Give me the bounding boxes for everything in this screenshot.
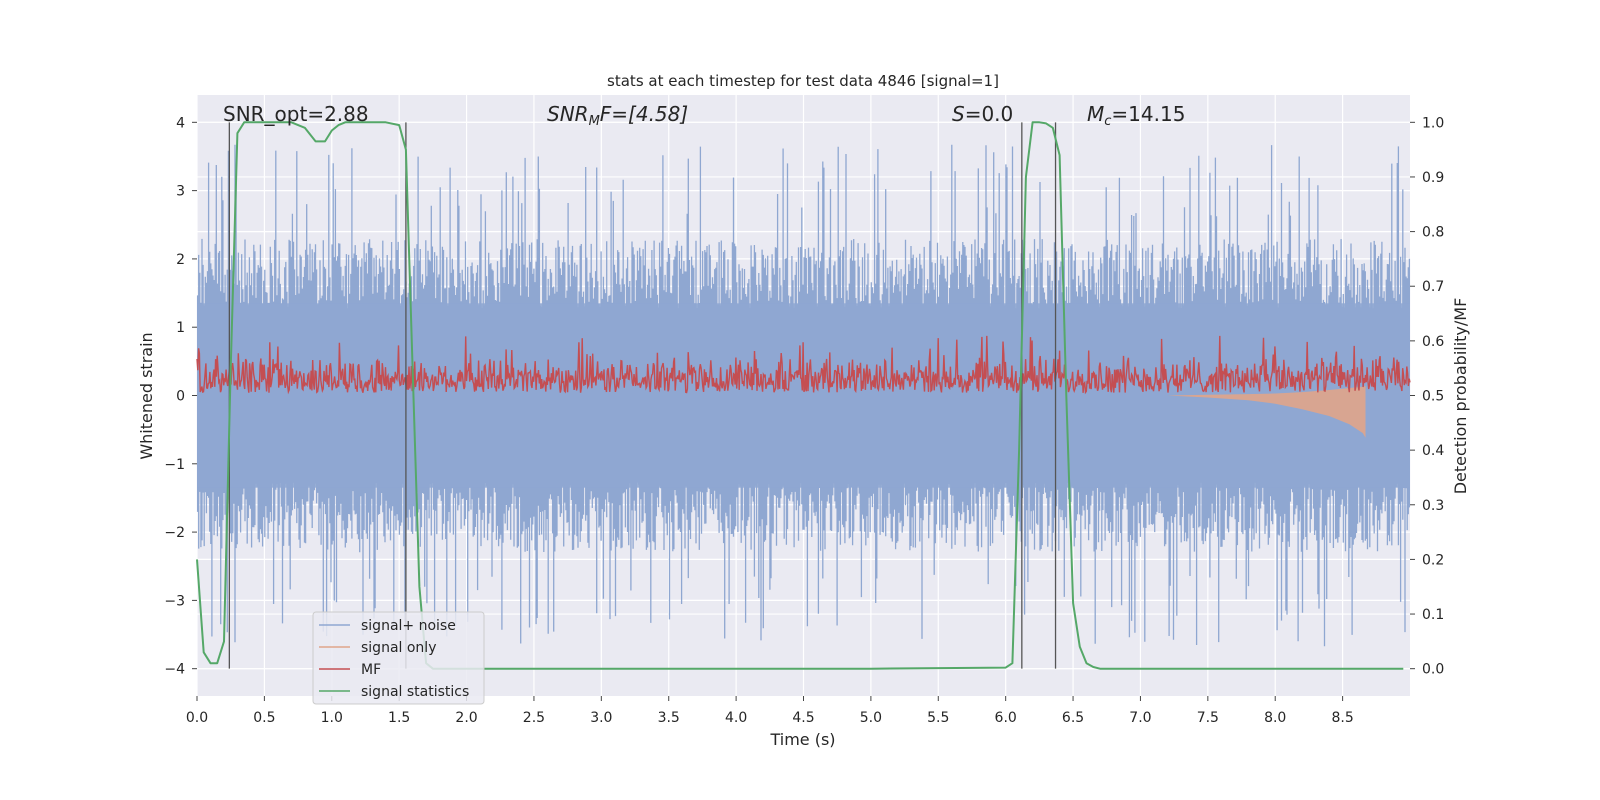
y-right-tick-label: 0.4 bbox=[1422, 443, 1444, 459]
y-left-tick-label: 3 bbox=[176, 184, 185, 200]
annotation-snr-mf-symbol: SNR bbox=[547, 102, 589, 126]
y-left-tick-labels: 4 3 2 1 0 −1 −2 −3 −4 bbox=[164, 115, 197, 678]
y-right-tick-label: 0.2 bbox=[1422, 552, 1444, 568]
annotation-snr-mf-value: F=[4.58] bbox=[600, 102, 688, 126]
x-tick-label: 8.5 bbox=[1331, 710, 1353, 726]
y-right-tick-label: 0.6 bbox=[1422, 334, 1444, 350]
annotation-mc-subscript: c bbox=[1104, 114, 1111, 129]
x-tick-label: 2.0 bbox=[455, 710, 477, 726]
y-left-tick-label: 1 bbox=[176, 320, 185, 336]
y-left-tick-label: −3 bbox=[164, 593, 185, 609]
mf-series bbox=[196, 335, 1411, 395]
chart-title: stats at each timestep for test data 484… bbox=[607, 72, 999, 90]
annotation-s: S=0.0 bbox=[952, 102, 1013, 126]
y-right-tick-labels: 1.0 0.9 0.8 0.7 0.6 0.5 0.4 0.3 0.2 0.1 0.0 bbox=[1410, 115, 1444, 678]
annotation-snr-opt: SNR_opt=2.88 bbox=[223, 102, 369, 126]
y-left-tick-label: −4 bbox=[164, 662, 185, 678]
signal-only-series bbox=[1167, 385, 1366, 438]
x-tick-label: 1.5 bbox=[388, 710, 410, 726]
x-tick-label: 4.5 bbox=[792, 710, 814, 726]
y-right-tick-label: 0.8 bbox=[1422, 225, 1444, 241]
x-tick-label: 2.5 bbox=[523, 710, 545, 726]
x-tick-label: 1.0 bbox=[321, 710, 343, 726]
annotation-snr-mf: SNRMF=[4.58] bbox=[547, 102, 688, 129]
y-left-tick-label: −1 bbox=[164, 457, 185, 473]
y-right-tick-label: 0.7 bbox=[1422, 279, 1444, 295]
y-right-tick-label: 1.0 bbox=[1422, 115, 1444, 131]
x-tick-label: 5.5 bbox=[927, 710, 949, 726]
x-axis-label: Time (s) bbox=[769, 730, 835, 749]
y-left-tick-label: 2 bbox=[176, 252, 185, 268]
y-right-tick-label: 0.1 bbox=[1422, 607, 1444, 623]
x-tick-label: 0.5 bbox=[253, 710, 275, 726]
x-tick-label: 0.0 bbox=[186, 710, 208, 726]
annotation-snr-mf-subscript: M bbox=[589, 114, 600, 129]
annotation-mc: Mc=14.15 bbox=[1087, 102, 1185, 129]
x-tick-labels: 0.0 0.5 1.0 1.5 2.0 2.5 3.0 3.5 4.0 4.5 5.0 5.5 6.0 6… bbox=[186, 696, 1354, 726]
x-tick-label: 4.0 bbox=[725, 710, 747, 726]
annotation-mc-symbol: M bbox=[1087, 102, 1104, 126]
signal-statistics-series bbox=[196, 121, 1404, 670]
legend-label-signal-statistics: signal statistics bbox=[361, 684, 469, 700]
x-tick-label: 7.5 bbox=[1197, 710, 1219, 726]
mf-line bbox=[196, 335, 1411, 395]
legend-label-signal-only: signal only bbox=[361, 640, 436, 656]
legend: signal+ noise signal only MF signal stat… bbox=[312, 611, 485, 705]
y-right-tick-label: 0.0 bbox=[1422, 662, 1444, 678]
x-tick-label: 6.5 bbox=[1062, 710, 1084, 726]
annotation-mc-value: =14.15 bbox=[1111, 102, 1185, 126]
x-tick-label: 5.0 bbox=[860, 710, 882, 726]
x-tick-label: 3.0 bbox=[590, 710, 612, 726]
legend-label-mf: MF bbox=[361, 662, 381, 678]
y-right-tick-label: 0.3 bbox=[1422, 498, 1444, 514]
signal-statistics-line bbox=[196, 121, 1404, 670]
y-right-tick-label: 0.9 bbox=[1422, 170, 1444, 186]
x-tick-label: 7.0 bbox=[1129, 710, 1151, 726]
y-left-tick-label: −2 bbox=[164, 525, 185, 541]
y-left-axis-label: Whitened strain bbox=[137, 332, 156, 459]
y-left-tick-label: 4 bbox=[176, 115, 185, 131]
signal-only-area bbox=[1167, 385, 1366, 438]
x-tick-label: 8.0 bbox=[1264, 710, 1286, 726]
y-right-tick-label: 0.5 bbox=[1422, 389, 1444, 405]
y-right-axis-label: Detection probability/MF bbox=[1451, 298, 1470, 495]
vertical-markers bbox=[228, 122, 1057, 669]
y-left-tick-label: 0 bbox=[176, 389, 185, 405]
x-tick-label: 3.5 bbox=[658, 710, 680, 726]
legend-box bbox=[312, 611, 485, 705]
annotation-s-value: =0.0 bbox=[965, 102, 1014, 126]
annotation-s-symbol: S bbox=[952, 102, 965, 126]
x-tick-label: 6.0 bbox=[995, 710, 1017, 726]
legend-label-signal-noise: signal+ noise bbox=[361, 618, 456, 634]
